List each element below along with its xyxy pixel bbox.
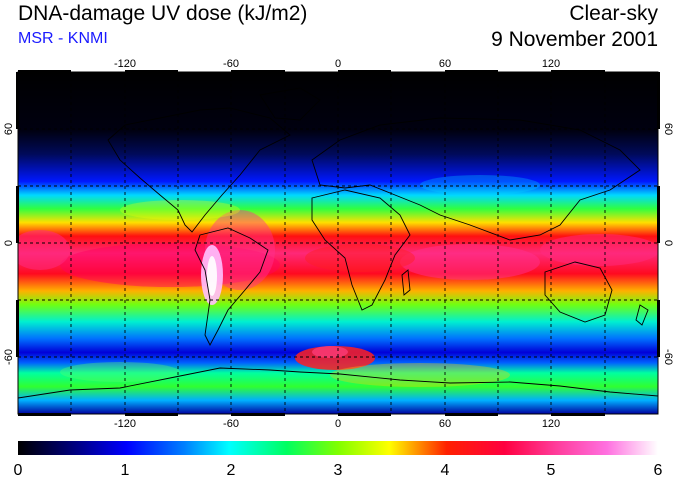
colorbar-labels: 0 1 2 3 4 5 6 [14,462,663,479]
colorbar-label: 1 [121,462,130,479]
date-label: 9 November 2001 [491,28,658,51]
lon-tick-label: 60 [439,58,451,70]
lon-tick-label: 120 [542,58,560,70]
lon-tick-label: -120 [114,418,136,430]
lon-tick-label: 0 [335,58,341,70]
southern-yellow-band [330,363,510,387]
colorbar-label: 5 [547,462,556,479]
pacific-hotspot [60,243,280,287]
lat-ticks-left: 60 0 -60 [3,123,15,365]
sky-condition-label: Clear-sky [569,2,658,25]
map-frame [16,70,660,416]
uv-dose-field [18,72,658,414]
colorbar-label: 0 [14,462,23,479]
andes-peak-core [207,256,217,296]
greenland-coast [259,87,321,121]
lon-tick-label: -60 [223,418,239,430]
lon-tick-label: 120 [542,418,560,430]
south-america-coast [194,227,269,346]
lat-tick-label: 60 [662,123,674,135]
graticule [18,72,658,414]
lat-tick-label: -60 [662,349,674,365]
source-label: MSR - KNMI [18,30,108,47]
antarctica-coast [18,367,658,399]
lon-tick-label: -120 [114,58,136,70]
frame-side-segments [16,72,660,357]
date-line-hotspot [18,230,70,270]
lat-tick-label: 0 [3,240,15,246]
lon-tick-label: 60 [439,418,451,430]
indian-ocean-hotspot [400,244,540,280]
frame-bottom-segments [18,413,605,416]
colorbar-label: 6 [654,462,663,479]
frame-top-segments [18,70,605,73]
lon-ticks-top: -120 -60 0 60 120 [114,58,560,70]
new-zealand-coast [635,304,649,326]
colorbar-ramp [18,441,658,455]
lat-tick-label: 60 [3,123,15,135]
madagascar-coast [401,269,411,296]
africa-coast [311,189,411,311]
lat-tick-label: -60 [3,349,15,365]
lon-ticks-bottom: -120 -60 0 60 120 [114,418,560,430]
colorbar-label: 4 [441,462,450,479]
map-title: DNA-damage UV dose (kJ/m2) [18,2,308,25]
lon-tick-label: 0 [335,418,341,430]
lat-tick-label: 0 [662,240,674,246]
colorbar-label: 2 [227,462,236,479]
ozone-hole-core [312,346,348,358]
north-pacific-yellow [120,200,240,220]
southern-green-band [60,362,180,382]
colorbar-label: 3 [334,462,343,479]
lat-ticks-right: 60 0 -60 [662,123,674,365]
lon-tick-label: -60 [223,58,239,70]
eurasia-coast [311,117,641,241]
west-pacific-hotspot [540,234,658,266]
africa-band [305,244,415,272]
colorbar: 0 1 2 3 4 5 6 [14,441,663,479]
asia-cyan-band [420,175,540,195]
north-america-coast [107,107,291,233]
